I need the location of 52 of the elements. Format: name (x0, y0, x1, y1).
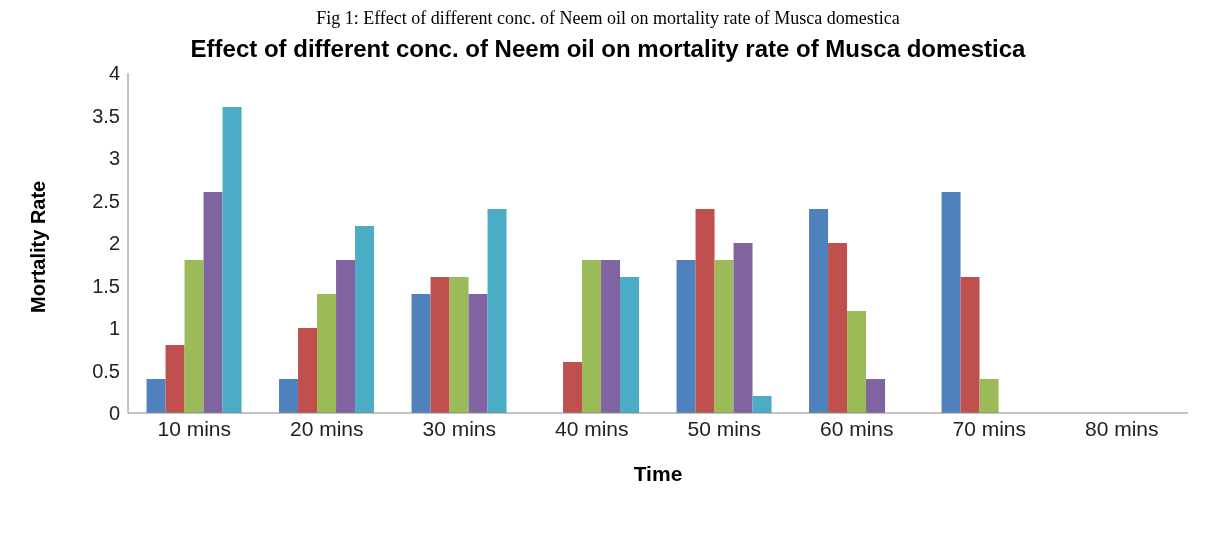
x-tick-label: 50 mins (687, 416, 762, 440)
bar (866, 379, 886, 413)
y-tick-label: 3.5 (92, 104, 120, 127)
y-tick-label: 1.5 (92, 274, 120, 297)
y-tick-label: 0 (108, 402, 120, 425)
bar (449, 277, 469, 413)
y-tick-label: 2.5 (92, 189, 120, 212)
bar (752, 396, 772, 413)
x-tick-label: 40 mins (554, 416, 629, 440)
bar (563, 362, 583, 413)
bar (676, 260, 696, 413)
bar (733, 243, 753, 413)
x-tick-label: 20 mins (289, 416, 364, 440)
bar (146, 379, 166, 413)
bar (695, 209, 715, 413)
bar (620, 277, 640, 413)
bar (487, 209, 507, 413)
bar (828, 243, 848, 413)
bar (336, 260, 356, 413)
bar (298, 328, 318, 413)
caption: Fig 1: Effect of different conc. of Neem oil on mortality rate of Musca domestica (315, 8, 901, 29)
bar (279, 379, 299, 413)
bar (165, 345, 185, 413)
bar (184, 260, 204, 413)
x-tick-label: 60 mins (819, 416, 894, 440)
y-tick-label: 3 (108, 147, 120, 170)
bar (960, 277, 980, 413)
bar (601, 260, 621, 413)
bar (317, 294, 337, 413)
bar (222, 107, 242, 413)
bar (411, 294, 431, 413)
x-tick-label: 10 mins (157, 416, 232, 440)
bar (809, 209, 829, 413)
y-axis-title: Mortality Rate (27, 180, 50, 313)
y-tick-label: 1 (108, 317, 120, 340)
chart-title: Effect of different conc. of Neem oil on mortality rate of Musca domestica (189, 35, 1027, 63)
bar (847, 311, 867, 413)
y-tick-label: 4 (108, 62, 120, 85)
y-tick-label: 2 (108, 232, 120, 255)
y-tick-label: 0.5 (92, 359, 120, 382)
x-tick-label: 80 mins (1084, 416, 1159, 440)
bar (203, 192, 223, 413)
bar (941, 192, 961, 413)
bar (714, 260, 734, 413)
bar (582, 260, 602, 413)
x-axis-title: Time (633, 462, 683, 485)
bar (468, 294, 488, 413)
bar (430, 277, 450, 413)
x-tick-label: 30 mins (422, 416, 497, 440)
x-tick-label: 70 mins (952, 416, 1027, 440)
bar (355, 226, 375, 413)
bar (979, 379, 999, 413)
